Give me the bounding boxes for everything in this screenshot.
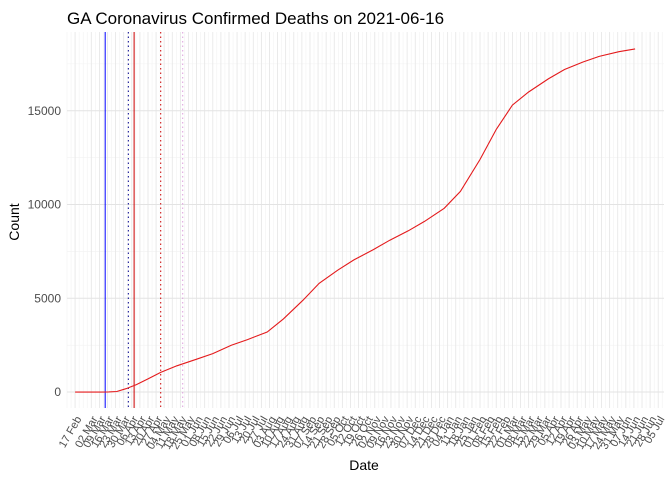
event-reference-lines <box>104 32 184 408</box>
chart-title: GA Coronavirus Confirmed Deaths on 2021-… <box>67 9 444 28</box>
y-tick-label: 5000 <box>34 291 61 305</box>
y-axis-title: Count <box>6 203 22 240</box>
minor-gridlines <box>66 32 664 408</box>
deaths-series-line <box>75 48 636 393</box>
y-tick-label: 10000 <box>28 198 62 212</box>
major-gridlines <box>67 32 664 408</box>
y-axis-tick-labels: 0 5000 10000 15000 <box>28 104 62 399</box>
series-lines <box>75 48 636 393</box>
y-tick-label: 15000 <box>28 104 62 118</box>
y-tick-label: 0 <box>54 385 61 399</box>
x-axis-title: Date <box>349 457 379 473</box>
